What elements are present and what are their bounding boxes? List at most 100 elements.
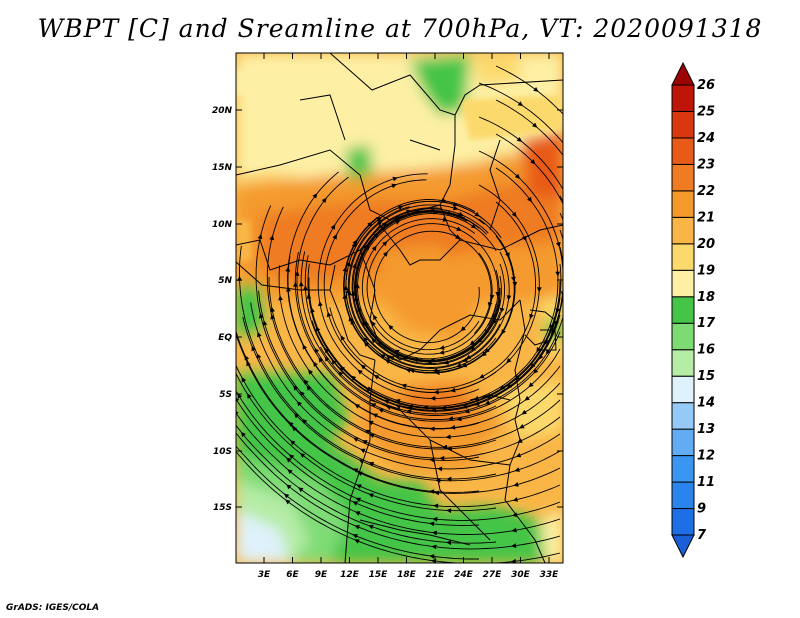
streamline-arrow: [512, 497, 518, 502]
streamline-arrow: [324, 347, 330, 354]
streamline: [347, 206, 510, 369]
colorbar-segment: [671, 190, 695, 218]
streamline-arrow: [514, 375, 520, 380]
streamline: [361, 218, 493, 355]
streamline: [236, 332, 561, 494]
streamline-arrow: [354, 511, 361, 516]
streamline-arrow: [298, 281, 304, 287]
streamline-arrow: [462, 357, 468, 362]
streamline-arrow: [429, 489, 435, 494]
streamline-arrow: [380, 354, 386, 359]
streamline-arrow: [398, 205, 404, 210]
colorbar-label: 7: [697, 528, 707, 543]
streamline: [236, 389, 561, 521]
streamline-arrow: [299, 391, 305, 397]
streamline-arrow: [318, 300, 323, 307]
colorbar-segment: [671, 216, 695, 245]
streamline-arrow: [373, 374, 380, 380]
streamline-arrow: [288, 454, 295, 460]
streamline-arrow: [448, 416, 454, 421]
streamline-arrow: [435, 478, 441, 483]
streamline-arrow: [376, 216, 382, 222]
streamline-arrow: [442, 444, 448, 450]
streamline-arrow: [258, 313, 264, 319]
streamline-arrow: [357, 306, 362, 312]
streamline: [401, 150, 563, 411]
colorbar-segment: [671, 269, 695, 298]
streamline-arrow: [429, 426, 435, 432]
streamline-arrow: [422, 405, 428, 410]
colorbar-label: 16: [697, 343, 715, 358]
streamline-arrow: [469, 340, 476, 346]
colorbar-label: 13: [697, 422, 715, 437]
streamline-arrow: [338, 371, 344, 377]
streamline-arrow: [530, 363, 536, 369]
streamline-arrow: [302, 418, 308, 424]
streamline-arrow: [412, 357, 419, 363]
colorbar-segment: [671, 349, 695, 377]
streamline: [294, 251, 561, 422]
streamline-arrow: [306, 293, 312, 299]
streamline-arrow: [326, 311, 332, 318]
lon-tick-label: 18E: [397, 570, 417, 580]
colorbar-segment: [671, 402, 695, 430]
colorbar-label: 9: [697, 502, 706, 517]
streamline-arrow: [521, 409, 527, 415]
streamline-arrow: [429, 554, 435, 559]
lat-tick-label: 10N: [212, 220, 233, 230]
streamline-arrow: [346, 261, 351, 267]
streamline: [354, 210, 501, 362]
streamline-arrow: [461, 362, 468, 368]
footer-credit: GrADS: IGES/COLA: [6, 603, 100, 613]
streamline-arrow: [383, 399, 390, 404]
streamline-arrow: [302, 344, 307, 350]
streamline-arrow: [356, 484, 362, 489]
chart-title: WBPT [C] and Sreamline at 700hPa, VT: 20…: [37, 14, 763, 43]
streamline-arrow: [517, 438, 523, 443]
streamline: [355, 211, 500, 361]
streamline: [255, 205, 480, 461]
streamline-arrow: [492, 313, 498, 319]
colorbar-label: 12: [697, 449, 715, 464]
streamline-arrow: [371, 245, 377, 252]
streamline-arrow: [465, 354, 472, 360]
lat-tick-label: 15N: [212, 163, 233, 173]
streamline-arrow: [530, 159, 536, 165]
streamline-arrow: [487, 302, 493, 308]
streamline-arrow: [373, 232, 379, 238]
streamline-arrow: [363, 337, 368, 343]
streamline: [311, 246, 563, 411]
streamline-arrow: [474, 401, 480, 406]
streamline-arrow: [285, 499, 291, 505]
streamline-arrow: [395, 399, 401, 404]
streamline-arrow: [368, 420, 374, 426]
streamline-arrow: [288, 421, 294, 427]
streamline-arrow: [355, 497, 361, 503]
streamline-arrow: [364, 341, 370, 347]
streamline: [354, 209, 502, 363]
streamline-arrow: [514, 467, 520, 472]
streamline: [236, 412, 561, 535]
colorbar-label: 26: [697, 78, 715, 93]
streamline-arrow: [278, 295, 283, 301]
streamline-arrow: [495, 292, 501, 298]
colorbar-segment: [671, 110, 695, 139]
streamline-arrow: [528, 382, 534, 388]
streamline-arrow: [456, 226, 462, 231]
streamline: [373, 230, 492, 344]
streamline-arrow: [492, 318, 497, 325]
colorbar: 7 9 11 12 13 14 15 16 17 18 19 20 21 22 23 24 25 26: [671, 61, 716, 559]
streamline: [357, 213, 497, 360]
streamline-arrow: [474, 211, 480, 217]
streamline-arrow: [286, 484, 292, 490]
streamline: [559, 212, 563, 221]
streamline: [348, 204, 501, 368]
colorbar-segment: [671, 428, 695, 457]
streamline-arrow: [456, 416, 462, 422]
streamline-arrow: [347, 290, 353, 296]
streamline-arrow: [371, 320, 376, 327]
streamline-arrow: [352, 534, 358, 539]
streamline-arrow: [506, 383, 513, 389]
colorbar-label: 11: [697, 475, 715, 490]
